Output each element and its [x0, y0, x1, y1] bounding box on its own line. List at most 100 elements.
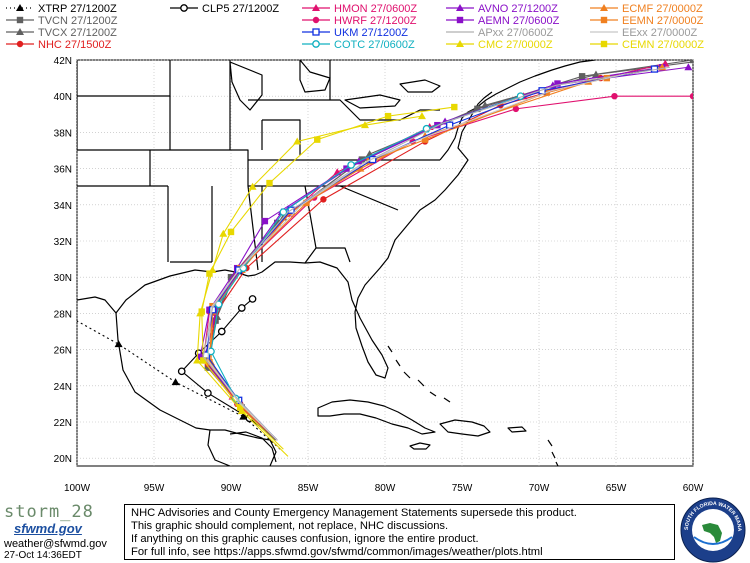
lon-label: 85W [298, 483, 319, 494]
legend-item: XTRP 27/1200Z [6, 3, 117, 15]
legend-item: COTC 27/0600Z [302, 39, 415, 51]
track-point [689, 93, 693, 100]
track-point [314, 136, 321, 143]
track-point [578, 73, 586, 80]
track-point [198, 308, 205, 315]
model-tracks [14, 56, 712, 457]
track-point [217, 327, 226, 336]
lat-lon-grid [76, 59, 694, 466]
legend-marker [180, 4, 188, 12]
legend-item: ECMF 27/0000Z [590, 3, 703, 15]
hispaniola [439, 419, 491, 437]
legend-marker [312, 4, 320, 11]
legend-marker [456, 40, 464, 47]
legend-item: NHC 27/1500Z [6, 39, 112, 51]
land-outlines [77, 60, 596, 466]
legend-item: EEMN 27/0000Z [590, 15, 704, 27]
lon-label: 100W [64, 483, 91, 494]
legend-label: AEMN 27/0600Z [478, 15, 560, 27]
track-point [320, 196, 327, 203]
mexico-coastline [77, 296, 277, 466]
legend-marker [456, 16, 464, 24]
jamaica [409, 442, 431, 450]
lon-label: 65W [606, 483, 627, 494]
track-line [207, 73, 624, 441]
lat-label: 40N [54, 92, 72, 103]
lon-label: 80W [375, 483, 396, 494]
track-point [303, 199, 310, 207]
track-point [248, 182, 257, 190]
legend-item: AEMN 27/0600Z [446, 15, 560, 27]
legend-label: EExx 27/0000Z [622, 27, 697, 39]
legend-item: APxx 27/0600Z [446, 27, 553, 39]
track-point [248, 295, 257, 303]
track-point [239, 412, 248, 420]
track-cmc [193, 112, 426, 457]
legend-label: COTC 27/0600Z [334, 39, 415, 51]
legend-item: HMON 27/0600Z [302, 3, 417, 15]
track-point [266, 179, 273, 187]
track-line [196, 115, 423, 457]
lat-label: 36N [54, 165, 72, 176]
track-point [193, 356, 202, 364]
track-point [207, 347, 215, 356]
track-cotc [207, 92, 525, 441]
disclaimer-line: If anything on this graphic causes confu… [131, 533, 479, 545]
northeast-coastline [439, 60, 596, 161]
legend-label: CEMN 27/0000Z [622, 39, 704, 51]
lat-label: 34N [54, 201, 72, 212]
legend-marker [312, 16, 320, 24]
track-point [200, 357, 207, 364]
track-line [205, 68, 655, 441]
track-point [261, 217, 269, 225]
contact-email[interactable]: weather@sfwmd.gov [4, 538, 107, 550]
legend-label: NHC 27/1500Z [38, 39, 112, 51]
track-line [180, 298, 278, 441]
legend: XTRP 27/1200Z CLP5 27/1200Z HMON 27/0600Z A… [6, 3, 704, 51]
track-point [227, 228, 235, 236]
track-point [274, 219, 281, 227]
legend-label: UKM 27/1200Z [334, 27, 408, 39]
lat-label: 24N [54, 382, 72, 393]
disclaimer-line: NHC Advisories and County Emergency Mana… [131, 507, 577, 519]
sfwmd-logo-link[interactable]: sfwmd.gov [14, 521, 82, 536]
track-point [554, 80, 561, 87]
track-point [177, 367, 186, 376]
legend-item: CLP5 27/1200Z [170, 3, 279, 15]
legend-label: AVNO 27/1200Z [478, 3, 558, 15]
legend-marker [16, 16, 24, 24]
track-point [384, 112, 392, 120]
legend-label: ECMF 27/0000Z [622, 3, 703, 15]
track-point [204, 389, 212, 397]
track-point [219, 229, 228, 237]
track-point [704, 56, 712, 63]
legend-item: UKM 27/1200Z [302, 27, 408, 39]
track-point [417, 112, 426, 120]
track-point [206, 270, 213, 277]
track-point [171, 378, 180, 386]
legend-marker [600, 4, 608, 11]
track-cemn [198, 103, 458, 450]
track-eexx [207, 73, 624, 441]
puerto-rico [507, 426, 527, 433]
axis-labels: 42N 40N 38N 36N 34N 32N 30N 28N 26N 24N 22N 20N 100W… [54, 56, 704, 494]
disclaimer-box: NHC Advisories and County Emergency Mana… [124, 504, 675, 560]
legend-item: AVNO 27/1200Z [446, 3, 558, 15]
sfwmd-seal-logo: SOUTH FLORIDA WATER MANAGEMENT DISTRICT [680, 497, 746, 563]
track-point [512, 105, 520, 113]
legend-label: APxx 27/0600Z [478, 27, 553, 39]
legend-marker [600, 16, 608, 24]
lat-label: 42N [54, 56, 72, 67]
lat-label: 26N [54, 346, 72, 357]
legend-item: EExx 27/0000Z [590, 27, 697, 39]
timestamp: 27-Oct 14:36EDT [4, 550, 82, 561]
legend-item: CEMN 27/0000Z [590, 39, 704, 51]
legend-label: CLP5 27/1200Z [202, 3, 279, 15]
great-lakes [229, 60, 441, 111]
track-line [201, 106, 455, 450]
lon-label: 75W [452, 483, 473, 494]
legend-marker [16, 4, 24, 11]
track-point [14, 275, 22, 282]
disclaimer-line[interactable]: For full info, see https://apps.sfwmd.go… [131, 546, 543, 558]
